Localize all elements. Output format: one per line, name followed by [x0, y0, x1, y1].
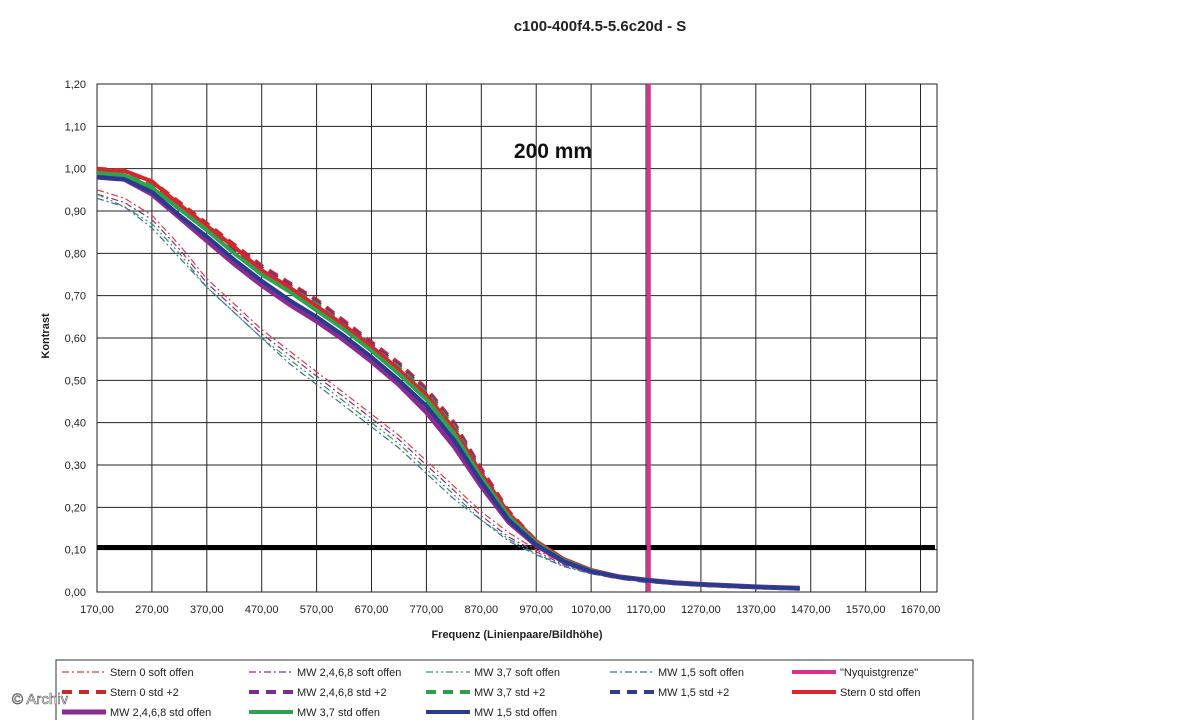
y-tick-label: 0,50 — [65, 375, 86, 387]
legend-label: "Nyquistgrenze" — [840, 667, 918, 679]
legend-label: MW 3,7 soft offen — [474, 667, 560, 679]
y-tick-label: 0,60 — [65, 333, 86, 345]
chart-title: c100-400f4.5-5.6c20d - S — [514, 18, 687, 35]
x-tick-label: 770,00 — [410, 604, 444, 616]
y-tick-label: 0,20 — [65, 502, 86, 514]
tick-labels: 170,00 270,00 370,00 470,00 570,00 670,00 770,… — [65, 79, 941, 616]
legend-label: MW 3,7 std offen — [297, 707, 380, 719]
x-tick-label: 1070,00 — [571, 604, 611, 616]
y-tick-label: 0,10 — [65, 545, 86, 557]
y-axis-label: Kontrast — [40, 313, 52, 359]
legend-label: Stern 0 soft offen — [110, 667, 194, 679]
x-tick-label: 370,00 — [190, 604, 224, 616]
x-tick-label: 1270,00 — [681, 604, 721, 616]
legend-label: MW 1,5 soft offen — [658, 667, 744, 679]
x-axis-label: Frequenz (Linienpaare/Bildhöhe) — [431, 629, 602, 641]
legend-label: MW 2,4,6,8 std offen — [110, 707, 211, 719]
x-tick-label: 870,00 — [464, 604, 498, 616]
series-line-12 — [96, 175, 800, 591]
x-tick-label: 1470,00 — [791, 604, 831, 616]
x-tick-label: 170,00 — [80, 604, 114, 616]
legend-label: MW 1,5 std offen — [474, 707, 557, 719]
legend-label: Stern 0 std +2 — [110, 687, 179, 699]
y-tick-label: 1,20 — [65, 79, 86, 91]
series-lines — [96, 84, 935, 592]
series-line-3 — [96, 197, 800, 590]
x-tick-label: 270,00 — [135, 604, 169, 616]
x-tick-label: 1370,00 — [736, 604, 776, 616]
legend-label: MW 2,4,6,8 soft offen — [297, 667, 401, 679]
x-tick-label: 470,00 — [245, 604, 279, 616]
y-tick-label: 0,40 — [65, 418, 86, 430]
legend-label: MW 2,4,6,8 std +2 — [297, 687, 387, 699]
copyright-watermark: © Archiv — [12, 691, 69, 708]
legend-label: MW 3,7 std +2 — [474, 687, 545, 699]
x-tick-label: 570,00 — [300, 604, 334, 616]
y-tick-label: 1,10 — [65, 121, 86, 133]
x-tick-label: 1670,00 — [901, 604, 941, 616]
x-tick-label: 970,00 — [519, 604, 553, 616]
y-tick-label: 0,30 — [65, 460, 86, 472]
y-tick-label: 1,00 — [65, 164, 86, 176]
legend-label: Stern 0 std offen — [840, 687, 921, 699]
y-tick-label: 0,00 — [65, 587, 86, 599]
y-tick-label: 0,70 — [65, 291, 86, 303]
legend-label: MW 1,5 std +2 — [658, 687, 729, 699]
legend: Stern 0 soft offen MW 2,4,6,8 soft offen M… — [55, 659, 974, 720]
y-tick-label: 0,80 — [65, 248, 86, 260]
x-tick-label: 1570,00 — [846, 604, 886, 616]
x-tick-label: 670,00 — [355, 604, 389, 616]
x-tick-label: 1170,00 — [627, 604, 666, 616]
focal-length-annotation: 200 mm — [514, 140, 592, 163]
y-tick-label: 0,90 — [65, 206, 86, 218]
series-line-0 — [96, 189, 800, 590]
